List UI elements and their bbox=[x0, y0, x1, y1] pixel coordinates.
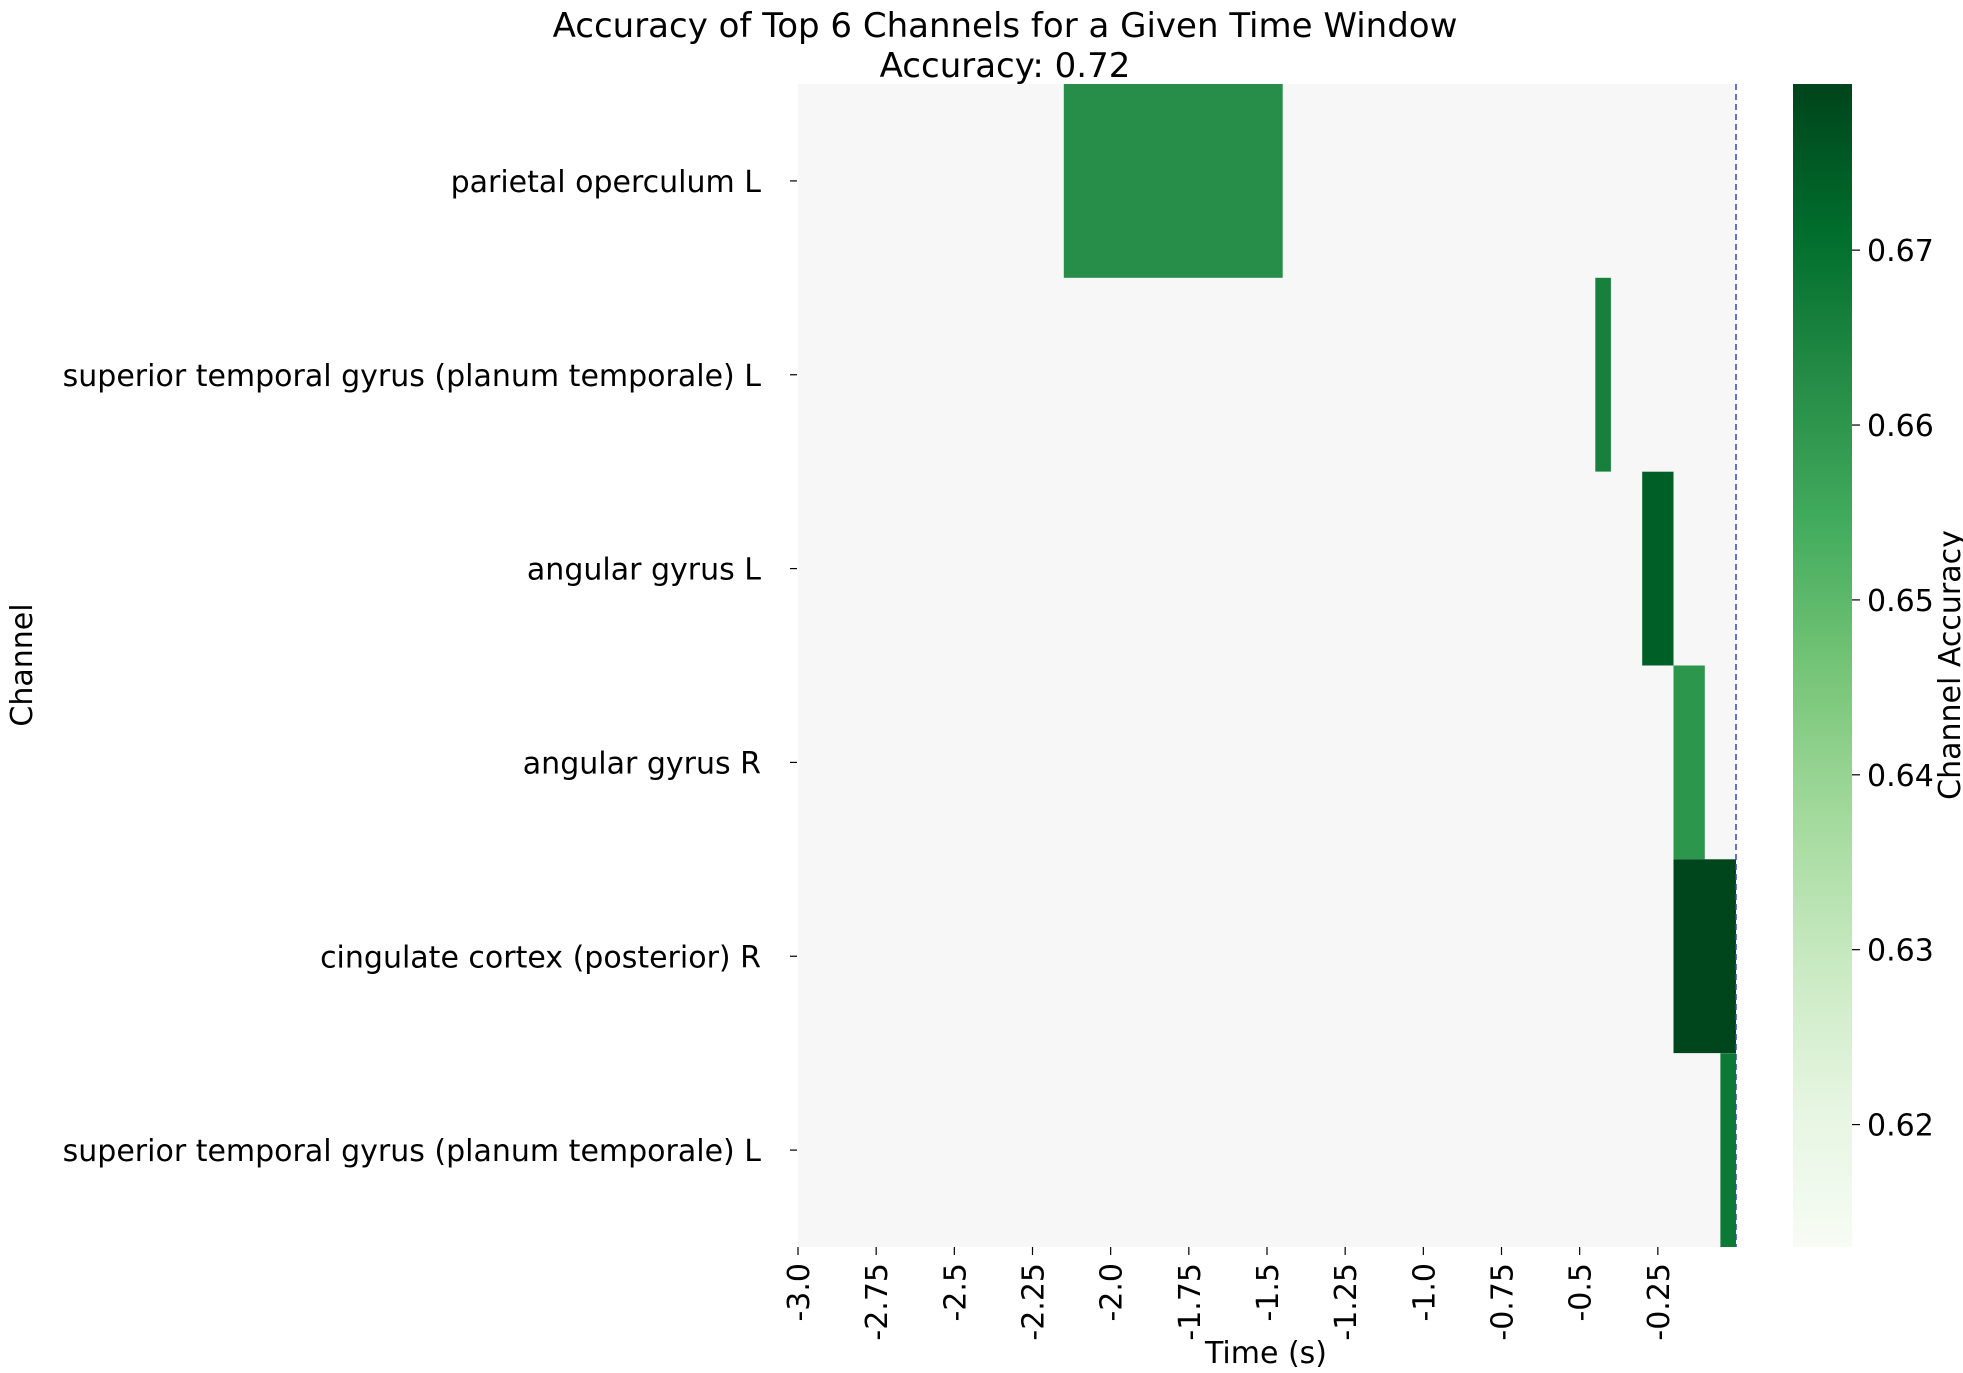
y-axis: parietal operculum L superior temporal gy… bbox=[63, 165, 797, 1169]
heatmap-cell-6 bbox=[1720, 1053, 1736, 1247]
heatmap-cells bbox=[1063, 84, 1736, 1247]
y-tick-label: angular gyrus L bbox=[527, 553, 761, 588]
x-tick-label: -1.25 bbox=[1329, 1263, 1364, 1341]
chart-title: Accuracy of Top 6 Channels for a Given T… bbox=[553, 6, 1458, 46]
colorbar-tick-label: 0.65 bbox=[1867, 584, 1934, 619]
y-tick-label: superior temporal gyrus (planum temporal… bbox=[63, 1134, 762, 1169]
chart-subtitle: Accuracy: 0.72 bbox=[880, 46, 1131, 86]
heatmap-cell-1 bbox=[1063, 84, 1283, 278]
x-tick-label: -2.25 bbox=[1017, 1263, 1052, 1341]
colorbar-tick-label: 0.67 bbox=[1867, 234, 1934, 269]
heatmap-cell-4 bbox=[1673, 665, 1705, 860]
y-tick-label: parietal operculum L bbox=[451, 165, 762, 200]
x-tick-label: -0.5 bbox=[1564, 1263, 1599, 1322]
x-tick-label: -2.5 bbox=[938, 1263, 973, 1322]
heatmap-cell-3 bbox=[1642, 471, 1674, 666]
x-tick-label: -1.75 bbox=[1173, 1263, 1208, 1341]
heatmap-cell-2 bbox=[1595, 277, 1611, 472]
colorbar-tick-label: 0.63 bbox=[1867, 934, 1934, 969]
x-tick-label: -2.0 bbox=[1095, 1263, 1130, 1322]
x-tick-label: -1.5 bbox=[1251, 1263, 1286, 1322]
x-axis-label: Time (s) bbox=[1204, 1336, 1327, 1371]
y-tick-label: superior temporal gyrus (planum temporal… bbox=[63, 359, 762, 394]
colorbar-tick-label: 0.64 bbox=[1867, 759, 1934, 794]
x-tick-label: -2.75 bbox=[860, 1263, 895, 1341]
colorbar-axis: 0.62 0.63 0.64 0.65 0.66 0.67 bbox=[1852, 234, 1934, 1144]
colorbar-tick-label: 0.62 bbox=[1867, 1109, 1934, 1144]
y-tick-label: cingulate cortex (posterior) R bbox=[320, 940, 761, 975]
plot-background bbox=[798, 84, 1736, 1247]
x-tick-label: -3.0 bbox=[782, 1263, 817, 1322]
colorbar-tick-label: 0.66 bbox=[1867, 409, 1934, 444]
x-tick-label: -0.25 bbox=[1642, 1263, 1677, 1341]
colorbar-label: Channel Accuracy bbox=[1933, 530, 1963, 800]
x-tick-label: -1.0 bbox=[1407, 1263, 1442, 1322]
x-tick-label: -0.75 bbox=[1486, 1263, 1521, 1341]
y-axis-label: Channel bbox=[5, 603, 40, 726]
heatmap-cell-5 bbox=[1673, 859, 1736, 1054]
x-axis: -3.0 -2.75 -2.5 -2.25 -2.0 -1.75 -1.5 -1.25 -1.0… bbox=[782, 1247, 1677, 1341]
y-tick-label: angular gyrus R bbox=[523, 746, 761, 781]
colorbar bbox=[1793, 84, 1852, 1247]
